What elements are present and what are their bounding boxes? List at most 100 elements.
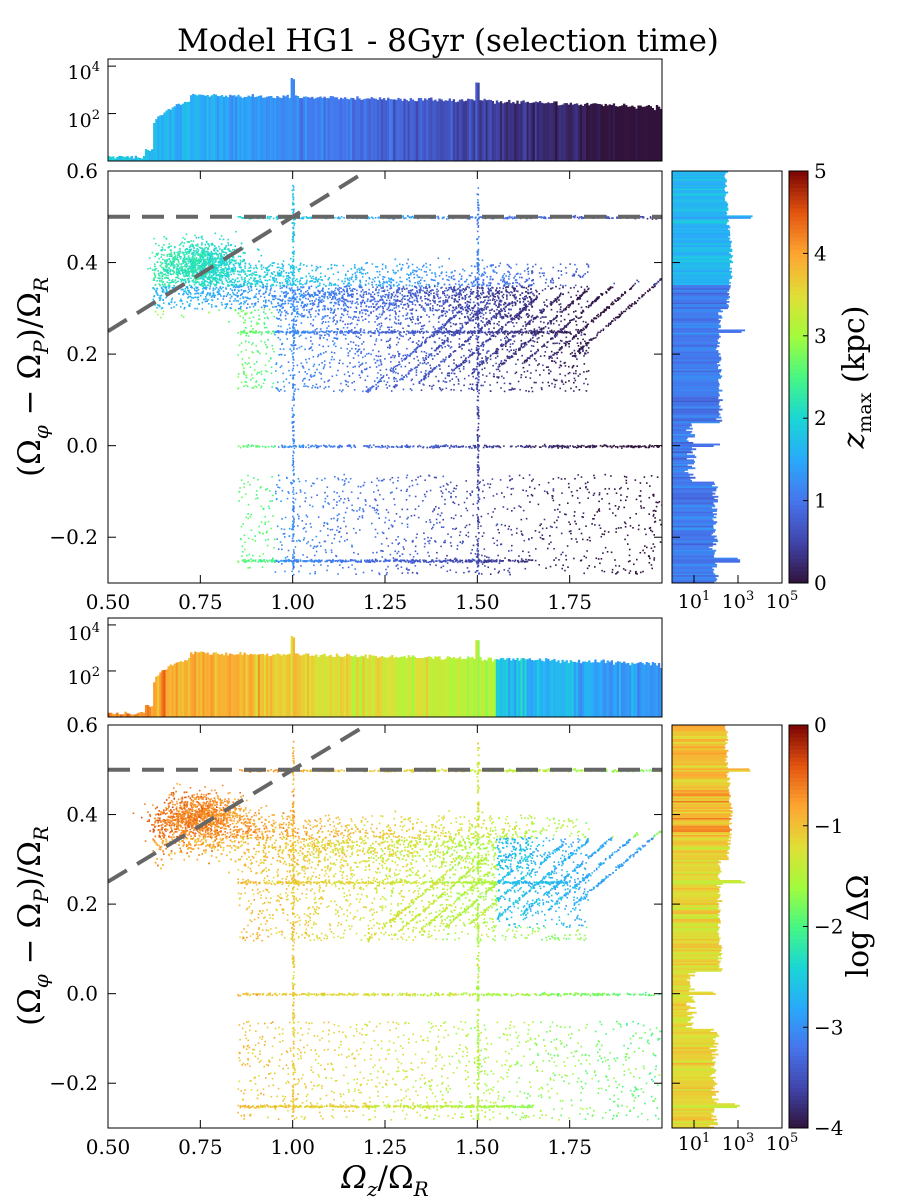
- scatter-point: [362, 289, 364, 291]
- scatter-point: [459, 304, 462, 306]
- scatter-point: [330, 293, 332, 295]
- scatter-point: [462, 368, 465, 370]
- scatter-point: [333, 319, 335, 321]
- scatter-point: [486, 362, 488, 364]
- scatter-point: [393, 356, 396, 359]
- scatter-point: [525, 295, 527, 297]
- scatter-point: [497, 377, 500, 379]
- scatter-point: [241, 363, 244, 365]
- scatter-point: [216, 264, 218, 266]
- scatter-point: [505, 290, 508, 293]
- scatter-point: [200, 236, 203, 239]
- scatter-point: [503, 280, 506, 283]
- scatter-point: [346, 288, 348, 291]
- scatter-point: [184, 269, 187, 272]
- histogram-bar: [534, 101, 538, 161]
- scatter-point: [180, 300, 183, 302]
- scatter-point: [286, 338, 288, 340]
- scatter-point: [262, 300, 265, 302]
- scatter-point: [202, 250, 204, 253]
- histogram-bar: [185, 102, 189, 161]
- scatter-point: [165, 262, 167, 264]
- scatter-point: [237, 307, 240, 310]
- histogram-bar: [350, 97, 353, 161]
- scatter-point: [472, 375, 474, 378]
- scatter-point: [387, 296, 389, 298]
- scatter-point: [244, 267, 246, 269]
- scatter-point: [378, 270, 381, 273]
- scatter-point: [352, 341, 355, 344]
- scatter-point: [360, 305, 362, 308]
- histogram-bar: [421, 100, 425, 161]
- scatter-point: [190, 240, 192, 242]
- scatter-point: [334, 297, 337, 300]
- scatter-point: [532, 279, 534, 281]
- scatter-point: [203, 275, 205, 277]
- histogram-bar: [134, 155, 138, 161]
- scatter-point: [520, 343, 523, 345]
- scatter-point: [197, 276, 200, 279]
- scatter-point: [249, 266, 252, 269]
- scatter-point: [243, 373, 245, 375]
- scatter-point: [449, 321, 452, 324]
- scatter-point: [270, 372, 273, 375]
- scatter-point: [182, 261, 184, 263]
- histogram-bar: [428, 98, 431, 161]
- scatter-point: [336, 264, 338, 267]
- scatter-point: [427, 375, 430, 378]
- scatter-point: [354, 264, 356, 266]
- scatter-point: [410, 301, 412, 303]
- scatter-point: [489, 390, 492, 392]
- scatter-point: [399, 280, 401, 283]
- scatter-point: [216, 277, 218, 280]
- scatter-point: [266, 285, 269, 288]
- scatter-point: [181, 241, 183, 244]
- scatter-point: [162, 289, 165, 291]
- scatter-point: [500, 279, 502, 281]
- scatter-point: [380, 364, 383, 366]
- scatter-point: [179, 257, 182, 260]
- scatter-point: [441, 372, 443, 374]
- scatter-point: [250, 320, 253, 323]
- scatter-point: [268, 360, 270, 362]
- scatter-point: [401, 288, 403, 290]
- histogram-bar: [565, 103, 568, 161]
- scatter-point: [280, 274, 282, 277]
- scatter-point: [411, 303, 414, 305]
- scatter-point: [511, 304, 514, 307]
- scatter-point: [430, 292, 432, 295]
- scatter-point: [240, 261, 242, 263]
- scatter-point: [322, 305, 325, 307]
- scatter-point: [300, 283, 302, 285]
- scatter-point: [170, 299, 173, 301]
- scatter-point: [207, 270, 210, 273]
- scatter-point: [394, 294, 397, 297]
- scatter-point: [498, 283, 500, 285]
- scatter-point: [447, 338, 449, 341]
- scatter-point: [192, 254, 195, 256]
- scatter-point: [363, 291, 365, 293]
- scatter-point: [559, 360, 562, 363]
- scatter-point: [456, 300, 458, 303]
- scatter-point: [277, 389, 279, 391]
- scatter-point: [287, 312, 289, 315]
- scatter-point: [419, 297, 422, 300]
- scatter-point: [196, 263, 198, 265]
- scatter-point: [212, 293, 215, 295]
- scatter-point: [249, 306, 251, 308]
- scatter-point: [495, 315, 498, 318]
- scatter-point: [357, 336, 359, 338]
- scatter-point: [540, 320, 542, 323]
- scatter-point: [165, 289, 168, 291]
- scatter-point: [222, 298, 225, 300]
- scatter-point: [187, 271, 189, 274]
- scatter-point: [191, 296, 193, 299]
- scatter-point: [242, 247, 244, 249]
- scatter-point: [221, 275, 224, 277]
- scatter-point: [312, 302, 315, 304]
- scatter-point: [563, 342, 566, 344]
- scatter-point: [225, 279, 228, 281]
- scatter-point: [586, 263, 588, 265]
- scatter-point: [370, 300, 372, 303]
- histogram-bar: [245, 96, 248, 161]
